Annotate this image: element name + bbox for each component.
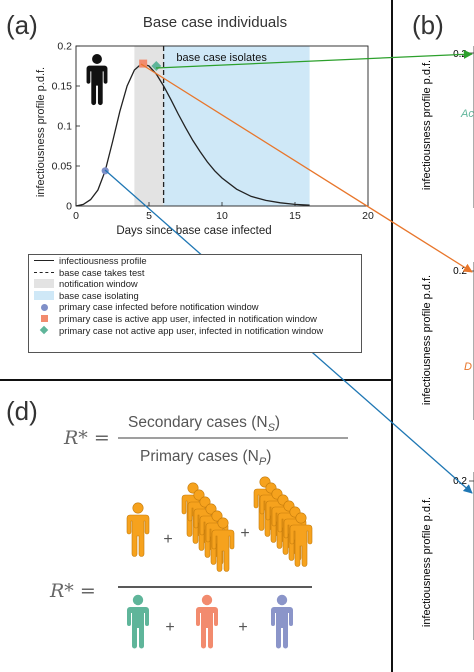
arrow-green-connector xyxy=(155,49,473,69)
plus-sign: + xyxy=(238,619,247,636)
person-icon-green xyxy=(127,594,149,649)
arrow-orange-connector xyxy=(140,63,473,273)
legend-entry: notification window xyxy=(29,278,361,290)
b1-y-axis-label: infectiousness profile p.d.f. xyxy=(421,60,433,190)
panel-label-d: (d) xyxy=(6,396,38,426)
legend-entry: base case takes test xyxy=(29,267,361,279)
b3-y-axis-label: infectiousness profile p.d.f. xyxy=(421,497,433,627)
formula-denominator: Primary cases (NP) xyxy=(140,448,271,468)
person-icon-blue xyxy=(271,594,293,649)
secondary-cases-people xyxy=(126,476,313,572)
person-icon-base-case xyxy=(86,54,108,106)
y-tick-label: 0.15 xyxy=(52,81,73,93)
panel-label-a: (a) xyxy=(6,10,38,40)
b2-partial-text: D xyxy=(464,361,472,373)
marker-app-user xyxy=(139,59,148,68)
formula-top: R* = Secondary cases (NS) Primary cases … xyxy=(63,414,348,468)
y-tick-label: 0.1 xyxy=(57,121,72,133)
legend-label: primary case is active app user, infecte… xyxy=(59,312,317,324)
x-tick-label: 10 xyxy=(216,210,228,222)
formula-numerator: Secondary cases (NS) xyxy=(128,414,280,434)
legend-label: primary case not active app user, infect… xyxy=(59,324,324,336)
plus-sign: + xyxy=(163,531,172,548)
x-tick-label: 5 xyxy=(146,210,152,222)
legend-entry: primary case not active app user, infect… xyxy=(29,325,361,337)
b1-partial-text: Ac xyxy=(460,108,474,120)
legend-entry: base case isolating xyxy=(29,290,361,302)
legend-label: primary case infected before notificatio… xyxy=(59,301,259,313)
legend-label: base case takes test xyxy=(59,266,145,278)
y-tick-label: 0.2 xyxy=(57,41,72,53)
isolation-label: base case isolates xyxy=(176,52,267,64)
legend-entry: primary case infected before notificatio… xyxy=(29,301,361,313)
plus-sign: + xyxy=(240,525,249,542)
plus-sign: + xyxy=(165,619,174,636)
y-tick-label: 0.05 xyxy=(52,161,73,173)
formula-lhs-top: R* = xyxy=(63,427,110,449)
notification-window-band xyxy=(134,46,164,206)
formula-pictorial: R* = + + + + xyxy=(49,476,313,649)
legend-label: notification window xyxy=(59,278,138,290)
chart-title: Base case individuals xyxy=(143,14,287,31)
infectiousness-curve xyxy=(75,62,310,207)
y-tick-label: 0 xyxy=(66,201,72,213)
x-tick-label: 20 xyxy=(362,210,374,222)
isolation-band xyxy=(163,46,310,206)
b2-ytick-top: 0.2 xyxy=(453,266,467,277)
x-axis-label: Days since base case infected xyxy=(116,225,271,237)
legend-label: infectiousness profile xyxy=(59,255,147,266)
chart-b-partial: 0.2 infectiousness profile p.d.f. Ac 0.2… xyxy=(421,46,474,640)
legend-entry: primary case is active app user, infecte… xyxy=(29,313,361,325)
legend-label: base case isolating xyxy=(59,289,139,301)
person-icon-red xyxy=(196,594,218,649)
y-axis-label: infectiousness profile p.d.f. xyxy=(35,67,47,197)
formula-lhs-bottom: R* = xyxy=(49,580,96,602)
person-icon-orange-single xyxy=(126,502,150,557)
x-tick-label: 15 xyxy=(289,210,301,222)
x-tick-label: 0 xyxy=(73,210,79,222)
chart-a-plot: base case isolates 0 5 10 15 20 0 0.05 0.1 0.15 0.… xyxy=(52,41,374,223)
chart-legend: infectiousness profile base case takes t… xyxy=(28,254,362,353)
legend-entry: infectiousness profile xyxy=(29,255,361,267)
b2-y-axis-label: infectiousness profile p.d.f. xyxy=(421,275,433,405)
b3-ytick-top: 0.2 xyxy=(453,476,467,487)
panel-label-b: (b) xyxy=(412,10,444,40)
